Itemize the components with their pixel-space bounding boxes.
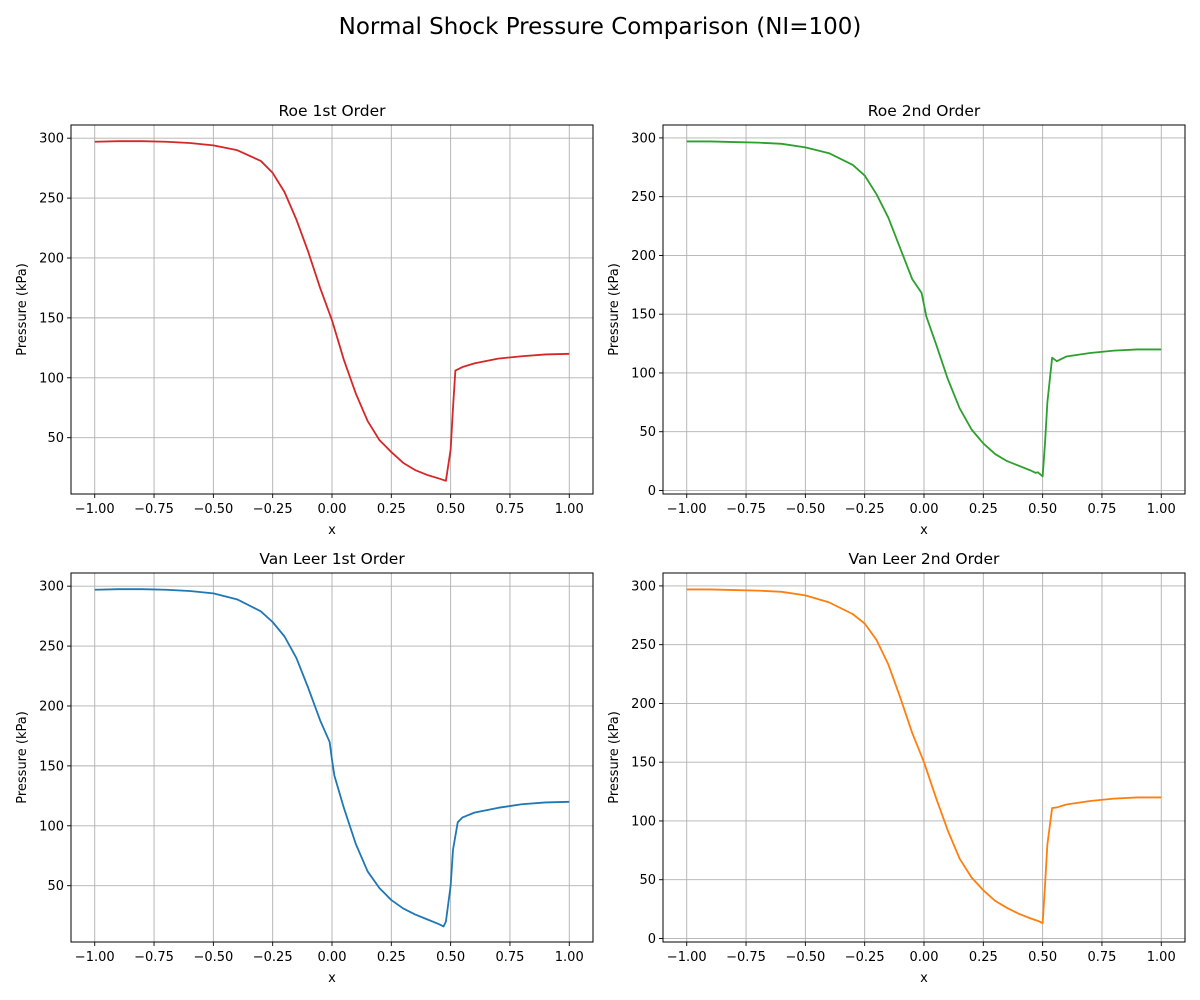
x-tick-label: 0.50 <box>436 950 465 965</box>
x-axis-label: x <box>328 523 336 538</box>
y-axis-label: Pressure (kPa) <box>607 711 622 804</box>
x-tick-label: 0.75 <box>495 502 524 517</box>
x-tick-label: −0.25 <box>253 502 293 517</box>
x-tick-label: 0.50 <box>436 502 465 517</box>
x-tick-label: −1.00 <box>667 950 707 965</box>
y-tick-label: 150 <box>39 311 64 326</box>
y-tick-label: 50 <box>47 879 64 894</box>
x-tick-label: −0.75 <box>726 950 766 965</box>
subplot-van-leer-1st-order: −1.00 −0.75 −0.50 −0.25 0.00 0.25 0.50 0.75 1.00… <box>15 550 594 986</box>
x-tick-label: −0.75 <box>134 950 174 965</box>
x-tick-label: 0.25 <box>377 502 406 517</box>
figure-title: Normal Shock Pressure Comparison (NI=100… <box>338 14 862 40</box>
y-tick-label: 200 <box>631 697 656 712</box>
x-tick-label: 1.00 <box>555 502 584 517</box>
y-tick-label: 50 <box>639 873 656 888</box>
x-tick-label: 0.75 <box>1087 502 1116 517</box>
x-tick-label: −1.00 <box>75 950 115 965</box>
x-tick-label: −0.50 <box>785 502 825 517</box>
x-tick-label: 0.00 <box>318 950 347 965</box>
y-tick-label: 300 <box>631 579 656 594</box>
x-tick-label: −1.00 <box>667 502 707 517</box>
x-tick-label: 0.00 <box>318 502 347 517</box>
x-tick-label: 0.00 <box>910 502 939 517</box>
x-tick-label: 0.25 <box>969 950 998 965</box>
subplot-roe-1st-order: −1.00 −0.75 −0.50 −0.25 0.00 0.25 0.50 0.75 1.00… <box>15 102 594 538</box>
x-tick-label: −0.25 <box>845 502 885 517</box>
y-axis-label: Pressure (kPa) <box>607 263 622 356</box>
y-tick-label: 250 <box>631 638 656 653</box>
x-tick-label: 0.00 <box>910 950 939 965</box>
subplot-title: Roe 2nd Order <box>868 102 981 120</box>
x-axis-label: x <box>328 971 336 986</box>
y-tick-label: 200 <box>39 699 64 714</box>
y-tick-label: 100 <box>631 814 656 829</box>
subplot-title: Roe 1st Order <box>278 102 386 120</box>
y-axis-label: Pressure (kPa) <box>15 263 30 356</box>
y-tick-label: 300 <box>39 132 64 147</box>
x-axis-label: x <box>920 523 928 538</box>
x-tick-label: −0.75 <box>134 502 174 517</box>
y-tick-label: 250 <box>39 640 64 655</box>
x-tick-label: −0.75 <box>726 502 766 517</box>
y-tick-label: 50 <box>47 431 64 446</box>
y-tick-label: 100 <box>631 366 656 381</box>
x-tick-label: −0.25 <box>253 950 293 965</box>
y-tick-label: 250 <box>39 192 64 207</box>
y-tick-label: 100 <box>39 371 64 386</box>
subplot-title: Van Leer 2nd Order <box>849 550 1001 568</box>
x-tick-label: −0.50 <box>193 950 233 965</box>
x-tick-label: 0.50 <box>1028 502 1057 517</box>
subplot-title: Van Leer 1st Order <box>259 550 405 568</box>
y-tick-label: 300 <box>631 131 656 146</box>
series-line <box>94 588 570 928</box>
y-tick-label: 150 <box>631 756 656 771</box>
x-tick-label: −0.50 <box>193 502 233 517</box>
y-tick-label: 200 <box>631 249 656 264</box>
x-tick-label: 0.25 <box>969 502 998 517</box>
y-axis-label: Pressure (kPa) <box>15 711 30 804</box>
x-tick-label: 1.00 <box>1147 502 1176 517</box>
y-tick-label: 300 <box>39 580 64 595</box>
x-tick-label: 0.50 <box>1028 950 1057 965</box>
y-tick-label: 0 <box>648 932 656 947</box>
y-tick-label: 0 <box>648 484 656 499</box>
x-tick-label: 1.00 <box>555 950 584 965</box>
y-tick-label: 200 <box>39 251 64 266</box>
x-tick-label: −1.00 <box>75 502 115 517</box>
y-tick-label: 100 <box>39 819 64 834</box>
x-tick-label: 0.75 <box>1087 950 1116 965</box>
subplot-roe-2nd-order: −1.00 −0.75 −0.50 −0.25 0.00 0.25 0.50 0.75 1.00… <box>607 102 1186 538</box>
y-tick-label: 150 <box>631 308 656 323</box>
y-tick-label: 250 <box>631 190 656 205</box>
series-line <box>686 140 1162 478</box>
x-tick-label: 0.75 <box>495 950 524 965</box>
x-tick-label: −0.25 <box>845 950 885 965</box>
x-tick-label: 1.00 <box>1147 950 1176 965</box>
series-line <box>94 140 570 482</box>
series-line <box>686 588 1162 925</box>
y-tick-label: 150 <box>39 759 64 774</box>
x-tick-label: 0.25 <box>377 950 406 965</box>
y-tick-label: 50 <box>639 425 656 440</box>
x-axis-label: x <box>920 971 928 986</box>
subplot-van-leer-2nd-order: −1.00 −0.75 −0.50 −0.25 0.00 0.25 0.50 0.75 1.00… <box>607 550 1186 986</box>
x-tick-label: −0.50 <box>785 950 825 965</box>
